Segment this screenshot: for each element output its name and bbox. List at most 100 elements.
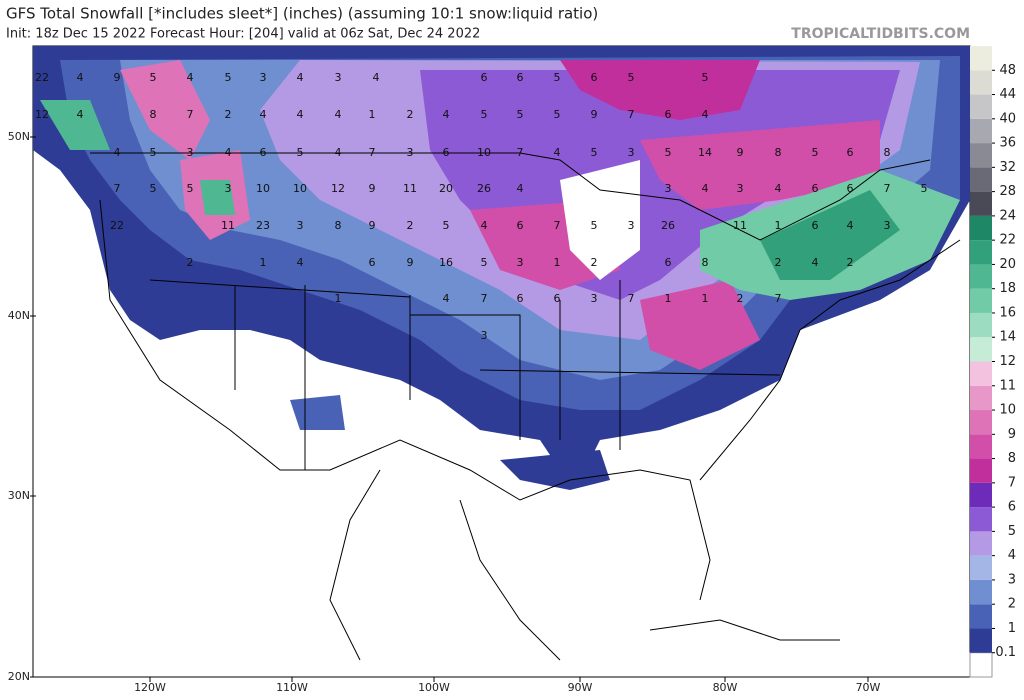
snow-amount-label: 4 xyxy=(114,146,121,159)
snow-amount-label: 6 xyxy=(517,71,524,84)
snow-amount-label: 10 xyxy=(477,146,491,159)
lat-label: 20N xyxy=(8,670,30,683)
snow-amount-label: 5 xyxy=(297,146,304,159)
snow-amount-label: 3 xyxy=(628,219,635,232)
snow-amount-label: 4 xyxy=(702,108,709,121)
snow-amount-label: 8 xyxy=(702,256,709,269)
snow-amount-label: 5 xyxy=(187,182,194,195)
snow-amount-label: 6 xyxy=(812,182,819,195)
colorbar-label: 6 xyxy=(1008,500,1016,515)
colorbar-segment xyxy=(970,555,992,580)
snow-amount-label: 7 xyxy=(114,182,121,195)
snow-amount-label: 9 xyxy=(114,71,121,84)
snow-amount-label: 12 xyxy=(331,182,345,195)
colorbar-segment xyxy=(970,312,992,338)
snow-amount-label: 23 xyxy=(256,219,270,232)
snow-amount-label: 4 xyxy=(335,146,342,159)
title: GFS Total Snowfall [*includes sleet*] (i… xyxy=(6,5,598,23)
snow-amount-label: 8 xyxy=(775,146,782,159)
snow-amount-label: 1 xyxy=(665,292,672,305)
colorbar-label: 22 xyxy=(999,233,1016,248)
snow-amount-label: 6 xyxy=(847,182,854,195)
colorbar-label: 16 xyxy=(999,305,1016,320)
snow-amount-label: 4 xyxy=(297,108,304,121)
colorbar-segment xyxy=(970,240,992,265)
snow-amount-label: 3 xyxy=(517,256,524,269)
colorbar-segment xyxy=(970,337,992,362)
snow-amount-label: 5 xyxy=(481,108,488,121)
snow-amount-label: 5 xyxy=(591,219,598,232)
snow-amount-label: 2 xyxy=(847,256,854,269)
snow-amount-label: 5 xyxy=(702,71,709,84)
snow-amount-label: 4 xyxy=(335,108,342,121)
snow-amount-label: 3 xyxy=(225,182,232,195)
snow-amount-label: 5 xyxy=(554,108,561,121)
snow-amount-label: 2 xyxy=(407,219,414,232)
snow-amount-label: 3 xyxy=(628,146,635,159)
colorbar-segment xyxy=(970,628,992,653)
snow-amount-label: 9 xyxy=(369,219,376,232)
colorbar-segment xyxy=(970,458,992,483)
snow-amount-label: 9 xyxy=(407,256,414,269)
colorbar-label: 11 xyxy=(999,378,1016,393)
snow-amount-label: 6 xyxy=(665,108,672,121)
snow-amount-label: 6 xyxy=(443,146,450,159)
snow-field xyxy=(33,46,970,490)
map-labels: 22 4 9 5 4 5 3 4 3 4 6 6 5 6 5 512 4 8 7 2 4 4 4 1 2 4 5 5 5 9 7 6 44 5 3 4… xyxy=(35,71,928,342)
snow-amount-label: 2 xyxy=(737,292,744,305)
snow-amount-label: 1 xyxy=(775,219,782,232)
snow-amount-label: 8 xyxy=(335,219,342,232)
snow-amount-label: 8 xyxy=(150,108,157,121)
colorbar-segment xyxy=(970,143,992,168)
snow-amount-label: 6 xyxy=(517,219,524,232)
lat-label: 40N xyxy=(8,309,30,322)
colorbar-label: 14 xyxy=(999,330,1016,345)
colorbar-segment xyxy=(970,191,992,216)
snow-amount-label: 2 xyxy=(225,108,232,121)
colorbar-label: 5 xyxy=(1008,524,1016,539)
lat-label: 30N xyxy=(8,489,30,502)
snow-amount-label: 7 xyxy=(187,108,194,121)
snow-amount-label: 4 xyxy=(77,108,84,121)
snow-amount-label: 3 xyxy=(297,219,304,232)
colorbar: 0.11234567891011121416182022242832364044… xyxy=(969,46,1016,678)
snow-amount-label: 5 xyxy=(150,146,157,159)
snow-amount-label: 7 xyxy=(369,146,376,159)
colorbar-label: 12 xyxy=(999,354,1016,369)
colorbar-label: 9 xyxy=(1008,427,1016,442)
snow-amount-label: 16 xyxy=(439,256,453,269)
snow-amount-label: 1 xyxy=(369,108,376,121)
snow-amount-label: 5 xyxy=(150,182,157,195)
snow-amount-label: 22 xyxy=(35,71,49,84)
boundaries xyxy=(90,152,961,661)
snow-amount-label: 22 xyxy=(110,219,124,232)
snow-amount-label: 9 xyxy=(737,146,744,159)
snow-amount-label: 6 xyxy=(260,146,267,159)
colorbar-segment xyxy=(970,507,992,532)
snow-amount-label: 6 xyxy=(847,146,854,159)
colorbar-label: 40 xyxy=(999,111,1016,126)
colorbar-segment xyxy=(970,288,992,313)
snow-amount-label: 6 xyxy=(554,292,561,305)
snow-amount-label: 7 xyxy=(554,219,561,232)
colorbar-above xyxy=(970,46,992,71)
snow-amount-label: 4 xyxy=(702,182,709,195)
snow-amount-label: 5 xyxy=(921,182,928,195)
colorbar-label: 4 xyxy=(1008,548,1016,563)
colorbar-label: 8 xyxy=(1008,451,1016,466)
colorbar-segment xyxy=(970,361,992,386)
colorbar-segment xyxy=(970,385,992,411)
snow-amount-label: 3 xyxy=(260,71,267,84)
colorbar-segment xyxy=(970,579,992,605)
colorbar-segment xyxy=(970,167,992,192)
snow-amount-label: 5 xyxy=(812,146,819,159)
snow-amount-label: 2 xyxy=(407,108,414,121)
snow-amount-label: 5 xyxy=(665,146,672,159)
snow-amount-label: 6 xyxy=(665,256,672,269)
colorbar-label: 24 xyxy=(999,208,1016,223)
lon-label: 70W xyxy=(856,681,881,694)
snow-amount-label: 4 xyxy=(775,182,782,195)
snow-amount-label: 6 xyxy=(481,71,488,84)
snow-amount-label: 7 xyxy=(628,108,635,121)
